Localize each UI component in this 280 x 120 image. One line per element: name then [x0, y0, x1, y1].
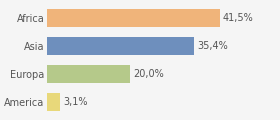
Text: 41,5%: 41,5% — [223, 13, 254, 23]
Bar — [47, 9, 220, 27]
Text: 20,0%: 20,0% — [134, 69, 164, 79]
Bar — [47, 93, 60, 111]
Bar — [47, 37, 194, 55]
Bar — [47, 65, 130, 83]
Text: 35,4%: 35,4% — [198, 41, 228, 51]
Text: 3,1%: 3,1% — [63, 97, 88, 107]
